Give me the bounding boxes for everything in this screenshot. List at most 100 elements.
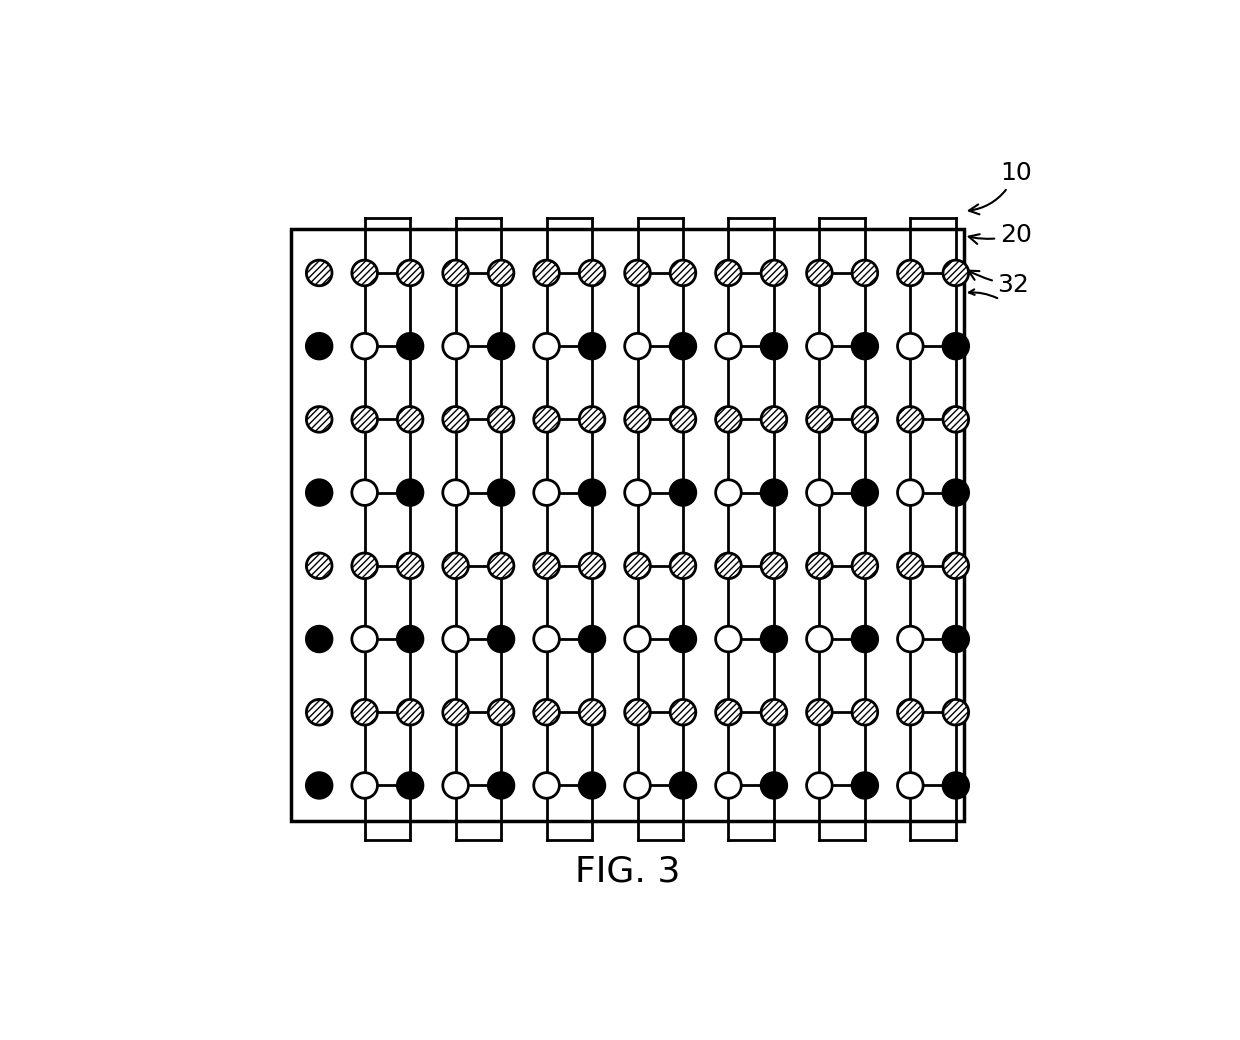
- Circle shape: [397, 773, 423, 799]
- Circle shape: [443, 334, 469, 359]
- Circle shape: [942, 260, 968, 286]
- Circle shape: [579, 773, 605, 799]
- Circle shape: [670, 700, 696, 725]
- Circle shape: [579, 626, 605, 652]
- Circle shape: [533, 407, 559, 433]
- Circle shape: [443, 773, 469, 799]
- Circle shape: [761, 773, 786, 799]
- Circle shape: [852, 334, 878, 359]
- Circle shape: [898, 626, 923, 652]
- Circle shape: [579, 700, 605, 725]
- Circle shape: [761, 553, 786, 578]
- Circle shape: [533, 773, 559, 799]
- Circle shape: [352, 407, 377, 433]
- Circle shape: [579, 334, 605, 359]
- Circle shape: [625, 553, 650, 578]
- Circle shape: [306, 700, 332, 725]
- Circle shape: [898, 773, 923, 799]
- Circle shape: [761, 407, 786, 433]
- Circle shape: [489, 700, 513, 725]
- Circle shape: [898, 334, 923, 359]
- Circle shape: [625, 260, 650, 286]
- Circle shape: [443, 407, 469, 433]
- Circle shape: [806, 700, 832, 725]
- Circle shape: [489, 553, 513, 578]
- Circle shape: [942, 626, 968, 652]
- Circle shape: [715, 626, 742, 652]
- Circle shape: [852, 700, 878, 725]
- Circle shape: [806, 260, 832, 286]
- Circle shape: [352, 773, 377, 799]
- Circle shape: [352, 553, 377, 578]
- Circle shape: [397, 334, 423, 359]
- Circle shape: [306, 626, 332, 652]
- Circle shape: [670, 260, 696, 286]
- Circle shape: [489, 260, 513, 286]
- Circle shape: [942, 773, 968, 799]
- Circle shape: [806, 334, 832, 359]
- Circle shape: [625, 479, 650, 505]
- Circle shape: [898, 700, 923, 725]
- Circle shape: [806, 773, 832, 799]
- Circle shape: [898, 407, 923, 433]
- Circle shape: [397, 700, 423, 725]
- Circle shape: [533, 700, 559, 725]
- Circle shape: [715, 553, 742, 578]
- Circle shape: [352, 479, 377, 505]
- Circle shape: [489, 773, 513, 799]
- Circle shape: [715, 407, 742, 433]
- Circle shape: [942, 407, 968, 433]
- Circle shape: [670, 407, 696, 433]
- Circle shape: [306, 479, 332, 505]
- Circle shape: [761, 479, 786, 505]
- Circle shape: [670, 553, 696, 578]
- Circle shape: [942, 479, 968, 505]
- Circle shape: [397, 553, 423, 578]
- Circle shape: [306, 260, 332, 286]
- Circle shape: [898, 260, 923, 286]
- Circle shape: [489, 479, 513, 505]
- Circle shape: [533, 626, 559, 652]
- Circle shape: [397, 626, 423, 652]
- Circle shape: [443, 479, 469, 505]
- Text: 32: 32: [968, 270, 1029, 297]
- Text: FIG. 3: FIG. 3: [575, 854, 681, 888]
- Circle shape: [898, 553, 923, 578]
- Circle shape: [533, 479, 559, 505]
- Circle shape: [715, 479, 742, 505]
- Circle shape: [443, 260, 469, 286]
- Circle shape: [852, 479, 878, 505]
- Circle shape: [306, 553, 332, 578]
- Circle shape: [306, 407, 332, 433]
- Circle shape: [852, 626, 878, 652]
- Circle shape: [489, 334, 513, 359]
- Circle shape: [852, 407, 878, 433]
- Circle shape: [352, 626, 377, 652]
- Circle shape: [670, 773, 696, 799]
- Circle shape: [533, 260, 559, 286]
- Circle shape: [806, 479, 832, 505]
- Circle shape: [761, 334, 786, 359]
- Circle shape: [352, 700, 377, 725]
- Circle shape: [533, 334, 559, 359]
- Circle shape: [852, 773, 878, 799]
- Circle shape: [533, 553, 559, 578]
- Circle shape: [806, 626, 832, 652]
- Text: 10: 10: [968, 161, 1032, 214]
- Circle shape: [625, 773, 650, 799]
- Circle shape: [761, 626, 786, 652]
- Circle shape: [397, 407, 423, 433]
- Circle shape: [806, 407, 832, 433]
- Circle shape: [715, 334, 742, 359]
- Circle shape: [942, 553, 968, 578]
- Circle shape: [352, 260, 377, 286]
- Circle shape: [306, 773, 332, 799]
- Circle shape: [579, 260, 605, 286]
- Circle shape: [352, 334, 377, 359]
- Circle shape: [443, 700, 469, 725]
- Circle shape: [852, 260, 878, 286]
- Circle shape: [670, 334, 696, 359]
- Text: 20: 20: [968, 223, 1032, 246]
- Circle shape: [579, 553, 605, 578]
- Circle shape: [306, 334, 332, 359]
